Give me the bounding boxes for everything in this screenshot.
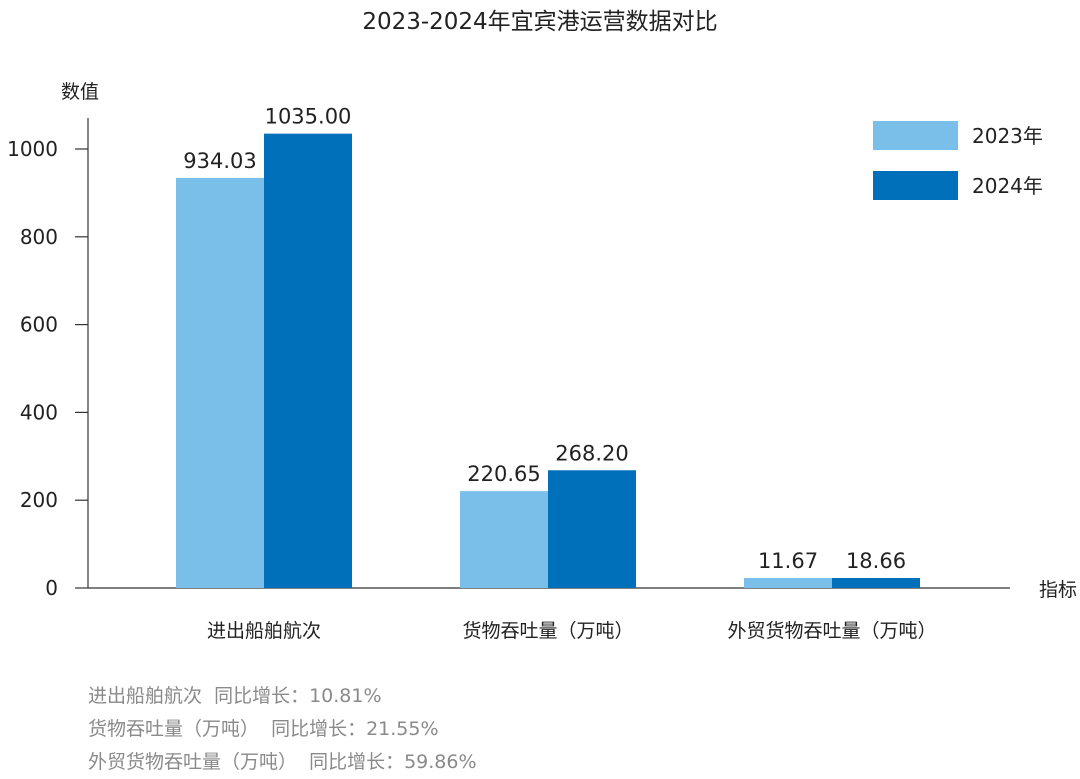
legend-swatch	[873, 171, 958, 200]
y-tick-label: 600	[20, 313, 58, 337]
x-tick-label: 进出船舶航次	[207, 620, 321, 642]
data-label: 934.03	[183, 149, 256, 173]
bar-2024	[548, 470, 636, 588]
y-tick-label: 0	[45, 576, 58, 600]
y-tick-label: 400	[20, 400, 58, 424]
bar-2024	[264, 133, 352, 588]
bar-2023	[460, 491, 548, 588]
data-label: 18.66	[846, 549, 906, 573]
x-axis-label: 指标	[1039, 579, 1077, 601]
y-tick-label: 800	[20, 225, 58, 249]
bar-2023	[176, 177, 264, 589]
x-tick-label: 货物吞吐量（万吨）	[462, 620, 633, 642]
legend-label: 2024年	[972, 174, 1043, 198]
bar-2023	[744, 578, 832, 588]
growth-note: 进出船舶航次 同比增长：10.81%	[88, 685, 382, 707]
data-label: 1035.00	[265, 105, 352, 129]
legend-swatch	[873, 121, 958, 150]
x-tick-label: 外贸货物吞吐量（万吨）	[727, 620, 936, 642]
chart-title: 2023-2024年宜宾港运营数据对比	[362, 9, 718, 35]
bar-2024	[832, 578, 920, 588]
data-label: 220.65	[467, 462, 540, 486]
data-label: 268.20	[555, 441, 628, 465]
growth-note: 货物吞吐量（万吨） 同比增长：21.55%	[88, 718, 439, 740]
y-tick-label: 1000	[7, 137, 58, 161]
data-label: 11.67	[758, 549, 818, 573]
growth-notes: 进出船舶航次 同比增长：10.81% 货物吞吐量（万吨） 同比增长：21.55%…	[88, 680, 477, 779]
legend-label: 2023年	[972, 124, 1043, 148]
growth-note: 外贸货物吞吐量（万吨） 同比增长：59.86%	[88, 751, 477, 773]
y-axis-label: 数值	[61, 81, 99, 103]
y-tick-label: 200	[20, 488, 58, 512]
